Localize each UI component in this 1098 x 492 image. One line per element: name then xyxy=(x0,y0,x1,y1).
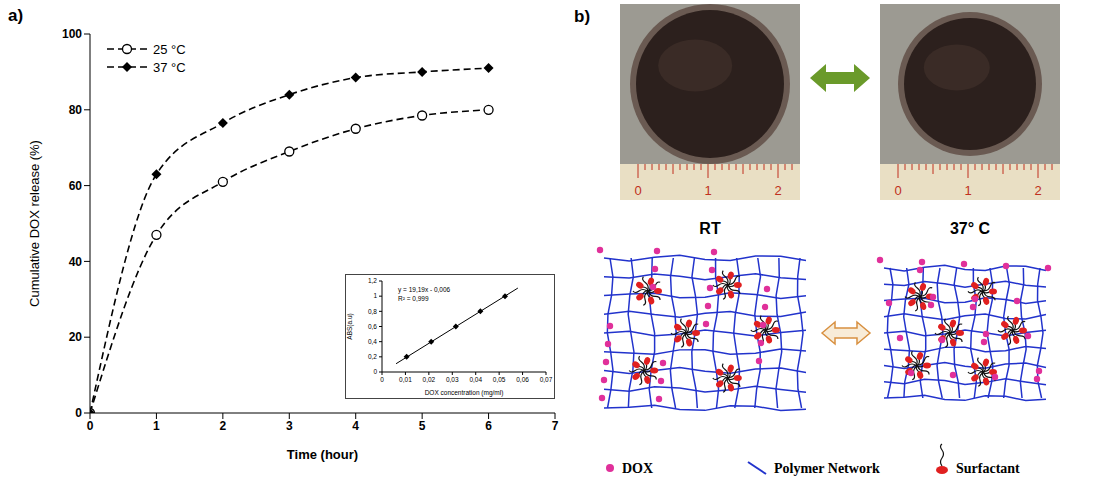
svg-text:2: 2 xyxy=(774,183,781,198)
svg-text:0: 0 xyxy=(87,419,94,433)
svg-text:0,05: 0,05 xyxy=(493,376,506,383)
svg-text:0: 0 xyxy=(373,368,377,375)
html-text:a): a) xyxy=(8,6,24,25)
svg-text:DOX concentration (mg/ml): DOX concentration (mg/ml) xyxy=(425,389,504,397)
svg-text:2: 2 xyxy=(220,419,227,433)
svg-text:60: 60 xyxy=(69,179,83,193)
html-text:y = 19,19x - 0,006: y = 19,19x - 0,006 xyxy=(398,286,451,293)
svg-text:0: 0 xyxy=(75,406,82,420)
svg-text:0: 0 xyxy=(634,183,641,198)
svg-text:4: 4 xyxy=(352,419,359,433)
svg-text:0: 0 xyxy=(894,183,901,198)
svg-text:0,6: 0,6 xyxy=(368,323,377,330)
html-text:25 °C: 25 °C xyxy=(153,41,186,57)
svg-text:7: 7 xyxy=(552,419,559,433)
svg-text:0: 0 xyxy=(380,376,384,383)
svg-text:DOX: DOX xyxy=(622,461,653,476)
html-text:R² = 0,999: R² = 0,999 xyxy=(398,295,429,302)
svg-text:0,8: 0,8 xyxy=(368,308,377,315)
svg-text:b): b) xyxy=(574,7,590,26)
svg-text:0,07: 0,07 xyxy=(540,376,553,383)
svg-text:0,02: 0,02 xyxy=(423,376,436,383)
svg-text:100: 100 xyxy=(62,27,82,41)
svg-text:0,06: 0,06 xyxy=(516,376,529,383)
svg-text:20: 20 xyxy=(69,330,83,344)
svg-text:6: 6 xyxy=(485,419,492,433)
svg-text:Time (hour): Time (hour) xyxy=(287,447,358,462)
svg-text:3: 3 xyxy=(286,419,293,433)
svg-text:0,03: 0,03 xyxy=(446,376,459,383)
svg-text:Polymer Network: Polymer Network xyxy=(774,461,880,476)
svg-text:Cumulative DOX release (%): Cumulative DOX release (%) xyxy=(27,140,42,307)
svg-text:2: 2 xyxy=(1034,183,1041,198)
svg-text:Surfactant: Surfactant xyxy=(956,461,1020,476)
svg-text:ABS(a.u): ABS(a.u) xyxy=(346,313,354,339)
svg-text:1: 1 xyxy=(964,183,971,198)
html-text:37 °C: 37 °C xyxy=(153,59,186,75)
svg-text:40: 40 xyxy=(69,255,83,269)
svg-text:RT: RT xyxy=(699,220,721,237)
svg-text:37° C: 37° C xyxy=(950,220,991,237)
svg-text:0,2: 0,2 xyxy=(368,353,377,360)
svg-text:0,01: 0,01 xyxy=(399,376,412,383)
svg-text:1: 1 xyxy=(373,292,377,299)
svg-text:0,04: 0,04 xyxy=(469,376,482,383)
svg-text:1: 1 xyxy=(704,183,711,198)
svg-text:1,2: 1,2 xyxy=(368,277,377,284)
svg-text:1: 1 xyxy=(153,419,160,433)
svg-text:80: 80 xyxy=(69,103,83,117)
svg-text:0,4: 0,4 xyxy=(368,338,377,345)
svg-text:5: 5 xyxy=(419,419,426,433)
